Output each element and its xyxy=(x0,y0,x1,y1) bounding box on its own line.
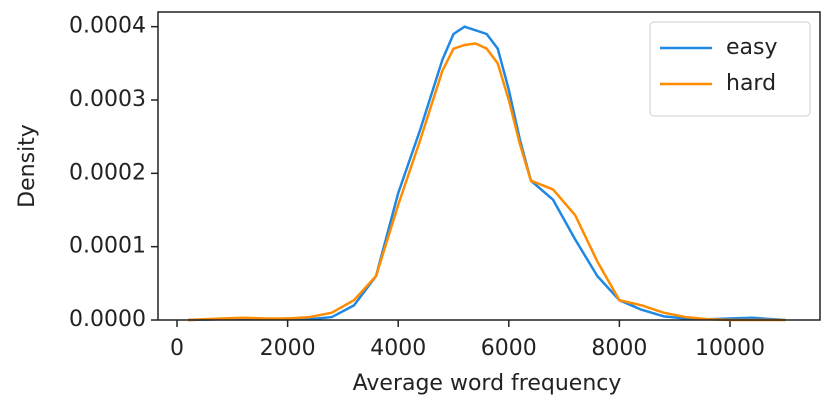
y-tick-label: 0.0003 xyxy=(69,87,146,112)
x-axis-label: Average word frequency xyxy=(353,371,622,396)
y-tick-label: 0.0001 xyxy=(69,234,146,259)
y-tick-label: 0.0002 xyxy=(69,160,146,185)
x-tick-label: 0 xyxy=(170,336,184,361)
y-tick-label: 0.0000 xyxy=(69,307,146,332)
line-series xyxy=(188,42,786,322)
legend-label: easy xyxy=(726,35,778,60)
x-tick-label: 8000 xyxy=(591,336,647,361)
legend-label: hard xyxy=(726,71,776,96)
plot-frame xyxy=(157,11,821,321)
y-tick-label: 0.0004 xyxy=(69,14,146,39)
x-tick-label: 10000 xyxy=(695,336,765,361)
legend-box xyxy=(649,21,811,117)
x-tick-label: 6000 xyxy=(481,336,537,361)
y-axis-label: Density xyxy=(15,124,40,208)
x-tick-label: 4000 xyxy=(370,336,426,361)
x-tick-label: 2000 xyxy=(260,336,316,361)
